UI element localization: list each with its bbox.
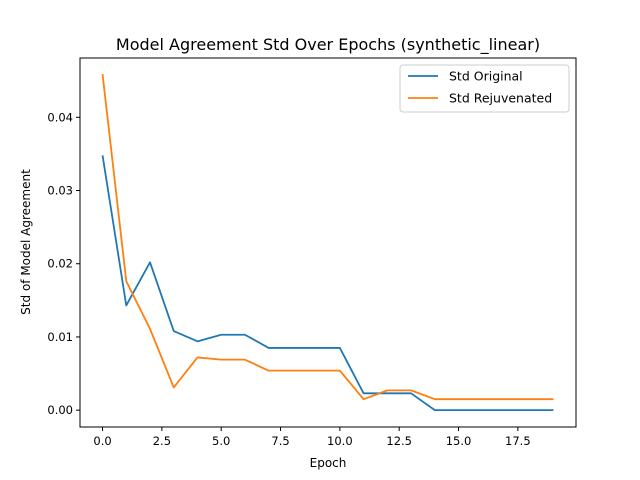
y-tick-label: 0.03 xyxy=(47,184,73,198)
data-point-std-original xyxy=(196,340,198,342)
data-point-std-original xyxy=(386,392,388,394)
data-point-std-original xyxy=(315,347,317,349)
data-point-std-rejuvenated xyxy=(410,389,412,391)
data-point-std-original xyxy=(267,347,269,349)
data-point-std-rejuvenated xyxy=(529,398,531,400)
data-point-std-rejuvenated xyxy=(505,398,507,400)
series-line-std-rejuvenated xyxy=(101,74,554,401)
data-point-std-original xyxy=(505,409,507,411)
x-tick-label: 12.5 xyxy=(386,434,412,448)
data-point-std-original xyxy=(481,409,483,411)
data-point-std-original xyxy=(125,304,127,306)
data-point-std-rejuvenated xyxy=(457,398,459,400)
data-point-std-rejuvenated xyxy=(481,398,483,400)
x-axis-ticks: 0.0 2.5 5.0 7.5 10.0 12.5 15.0 17.5 xyxy=(93,427,531,448)
x-tick-label: 10.0 xyxy=(327,434,353,448)
data-point-std-rejuvenated xyxy=(434,398,436,400)
data-point-std-original xyxy=(552,409,554,411)
data-point-std-rejuvenated xyxy=(125,280,127,282)
data-point-std-rejuvenated xyxy=(101,73,103,75)
data-point-std-rejuvenated xyxy=(149,328,151,330)
y-tick-label: 0.00 xyxy=(47,403,73,417)
y-axis-label: Std of Model Agreement xyxy=(19,169,33,315)
legend: Std Original Std Rejuvenated xyxy=(399,64,570,113)
data-point-std-rejuvenated xyxy=(315,369,317,371)
x-tick-label: 0.0 xyxy=(93,434,111,448)
legend-box xyxy=(399,64,570,113)
x-tick-label: 5.0 xyxy=(212,434,230,448)
data-point-std-rejuvenated xyxy=(291,369,293,371)
data-point-std-original xyxy=(220,334,222,336)
data-point-std-original xyxy=(101,154,103,156)
data-point-std-rejuvenated xyxy=(220,358,222,360)
data-point-std-original xyxy=(339,347,341,349)
data-point-std-rejuvenated xyxy=(362,398,364,400)
legend-label-std-rejuvenated: Std Rejuvenated xyxy=(449,91,552,106)
series-line-std-original xyxy=(101,155,554,412)
y-tick-label: 0.04 xyxy=(47,110,73,124)
x-tick-label: 17.5 xyxy=(505,434,531,448)
y-axis-ticks: 0.00 0.01 0.02 0.03 0.04 xyxy=(47,110,80,417)
data-point-std-original xyxy=(434,409,436,411)
x-tick-label: 2.5 xyxy=(153,434,171,448)
data-point-std-rejuvenated xyxy=(386,389,388,391)
data-point-std-original xyxy=(244,334,246,336)
data-point-std-original xyxy=(291,347,293,349)
data-point-std-original xyxy=(410,392,412,394)
data-point-std-original xyxy=(457,409,459,411)
legend-label-std-original: Std Original xyxy=(449,69,523,84)
data-point-std-original xyxy=(529,409,531,411)
data-point-std-rejuvenated xyxy=(552,398,554,400)
y-tick-label: 0.02 xyxy=(47,257,73,271)
chart-title: Model Agreement Std Over Epochs (synthet… xyxy=(116,35,540,55)
plot-series xyxy=(101,73,554,412)
data-point-std-rejuvenated xyxy=(244,358,246,360)
data-point-std-rejuvenated xyxy=(267,369,269,371)
plot-frame xyxy=(79,57,577,428)
x-axis-label: Epoch xyxy=(310,456,347,470)
data-point-std-rejuvenated xyxy=(196,356,198,358)
data-point-std-original xyxy=(173,330,175,332)
data-point-std-rejuvenated xyxy=(339,369,341,371)
data-point-std-original xyxy=(149,261,151,263)
data-point-std-rejuvenated xyxy=(173,386,175,388)
data-point-std-original xyxy=(362,392,364,394)
y-tick-label: 0.01 xyxy=(47,330,73,344)
x-tick-label: 15.0 xyxy=(446,434,472,448)
x-tick-label: 7.5 xyxy=(271,434,289,448)
